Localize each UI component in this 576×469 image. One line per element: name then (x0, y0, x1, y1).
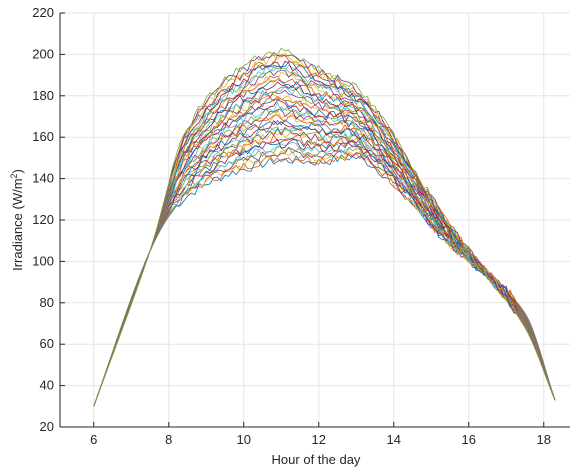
x-axis-label: Hour of the day (272, 452, 361, 467)
series-line (93, 98, 556, 407)
series-line (93, 124, 556, 407)
y-axis-label-superscript: 2 (9, 173, 19, 178)
series-line (93, 71, 556, 407)
y-tick-label: 120 (32, 212, 54, 227)
y-tick-label: 20 (40, 419, 54, 434)
axes (59, 12, 570, 428)
series-line (93, 81, 556, 407)
series-line (93, 47, 556, 407)
tick-labels: 6 8 10 12 14 16 18 20 40 60 80 100 120 140 160 180 200 22… (32, 5, 551, 447)
y-axis-label: Irradiance (W/m2) (9, 169, 25, 271)
series-line (93, 64, 556, 407)
series-line (93, 75, 556, 407)
x-tick-label: 16 (462, 432, 476, 447)
series-line (93, 86, 556, 407)
y-tick-label: 180 (32, 88, 54, 103)
series-line (93, 102, 556, 407)
y-tick-label: 40 (40, 378, 54, 393)
series-line (93, 154, 556, 407)
series-line (93, 120, 556, 407)
series-line (93, 152, 556, 407)
series-line (93, 150, 556, 407)
y-axis-label-main: Irradiance (W/m (10, 178, 25, 270)
series-line (93, 79, 556, 407)
series-line (93, 127, 556, 407)
series-line (93, 70, 556, 407)
x-tick-label: 14 (387, 432, 401, 447)
y-tick-label: 220 (32, 5, 54, 20)
y-tick-label: 200 (32, 46, 54, 61)
series-line (93, 126, 556, 407)
x-tick-label: 6 (90, 432, 97, 447)
y-tick-label: 160 (32, 129, 54, 144)
series-line (93, 84, 556, 407)
series-group (93, 47, 556, 407)
y-tick-label: 100 (32, 253, 54, 268)
series-line (93, 110, 556, 407)
series-line (93, 60, 556, 407)
series-line (93, 66, 556, 407)
series-line (93, 96, 556, 407)
series-line (93, 108, 556, 407)
y-tick-label: 140 (32, 171, 54, 186)
y-tick-label: 60 (40, 336, 54, 351)
x-tick-label: 12 (312, 432, 326, 447)
series-line (93, 99, 556, 407)
grid (60, 12, 570, 428)
y-axis-label-close: ) (10, 169, 25, 173)
series-line (93, 61, 556, 407)
x-tick-label: 18 (537, 432, 551, 447)
x-tick-label: 8 (165, 432, 172, 447)
x-tick-label: 10 (237, 432, 251, 447)
y-tick-label: 80 (40, 295, 54, 310)
series-line (93, 54, 556, 407)
